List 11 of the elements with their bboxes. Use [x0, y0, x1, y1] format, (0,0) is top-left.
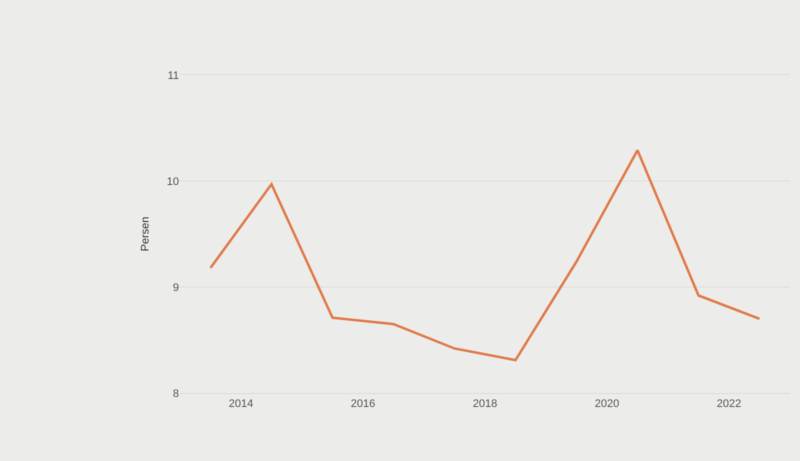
- line-series: [209, 149, 761, 362]
- y-tick-label: 8: [172, 388, 179, 400]
- x-tick-label: 2022: [716, 398, 742, 410]
- y-tick-label: 9: [172, 282, 179, 294]
- x-tick-label: 2018: [472, 398, 498, 410]
- y-axis-title: Persen: [139, 216, 152, 252]
- y-tick-label: 11: [168, 70, 179, 82]
- x-tick-label: 2020: [594, 398, 620, 410]
- x-tick-label: 2014: [228, 398, 254, 410]
- y-tick-label: 10: [166, 176, 179, 188]
- x-tick-label: 2016: [350, 398, 376, 410]
